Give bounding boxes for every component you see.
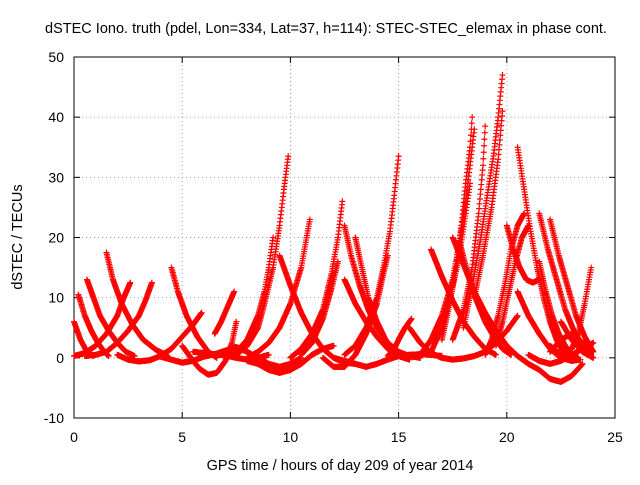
y-tick-label: 40	[48, 109, 64, 125]
x-tick-label: 25	[607, 429, 623, 445]
y-tick-label: 20	[48, 230, 64, 246]
y-tick-label: 30	[48, 169, 64, 185]
y-tick-label: -10	[44, 410, 64, 426]
x-tick-label: 15	[391, 429, 407, 445]
y-tick-label: 50	[48, 49, 64, 65]
x-tick-label: 5	[178, 429, 186, 445]
x-tick-label: 10	[283, 429, 299, 445]
x-tick-label: 20	[499, 429, 515, 445]
x-tick-label: 0	[70, 429, 78, 445]
y-tick-label: 0	[56, 350, 64, 366]
chart-title: dSTEC Iono. truth (pdel, Lon=334, Lat=37…	[45, 21, 607, 37]
y-tick-label: 10	[48, 290, 64, 306]
